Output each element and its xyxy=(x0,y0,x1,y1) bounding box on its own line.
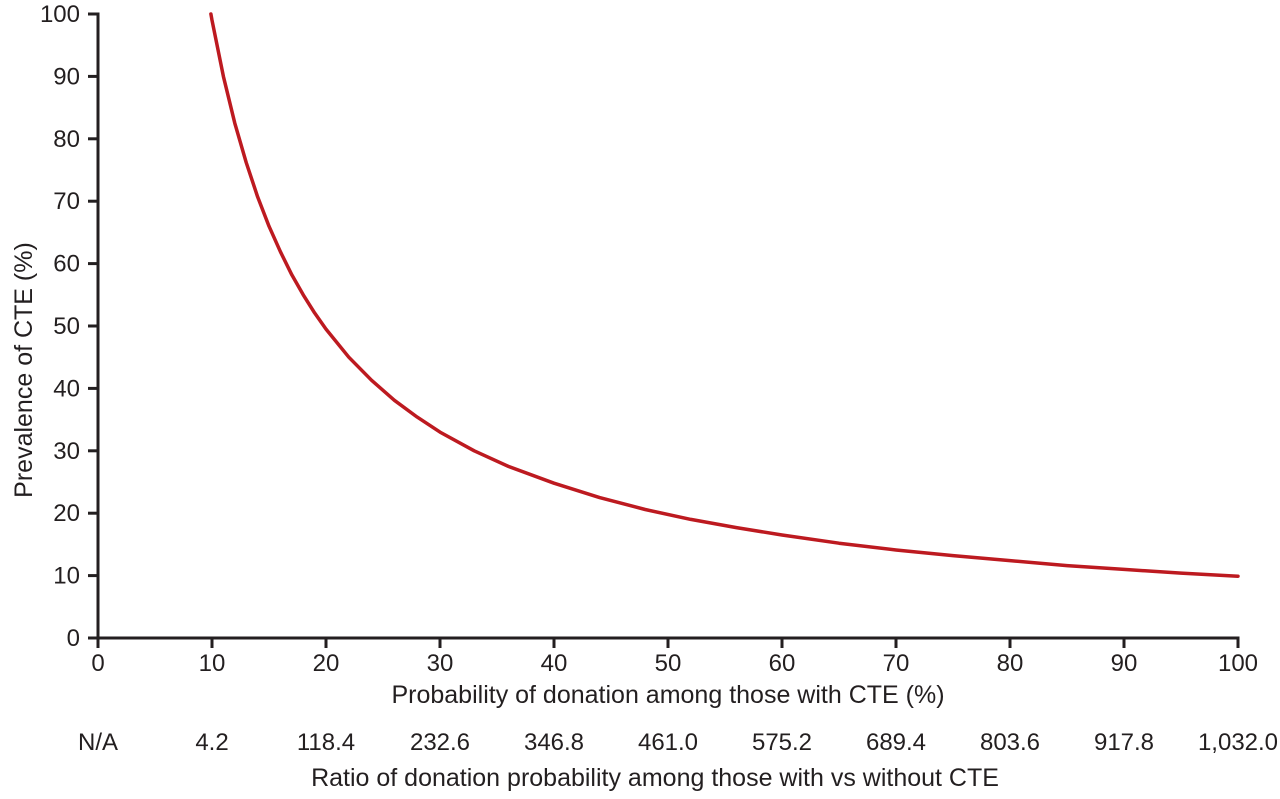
x-tick-label: 0 xyxy=(91,650,104,677)
ratio-tick-value: 461.0 xyxy=(638,729,698,756)
ratio-tick-value: 1,032.0 xyxy=(1198,729,1278,756)
prevalence-curve xyxy=(209,12,1240,578)
y-tick-label: 90 xyxy=(53,63,80,90)
ratio-tick-value: 118.4 xyxy=(297,729,355,756)
x-tick-label: 10 xyxy=(199,650,226,677)
x-tick-label: 50 xyxy=(655,650,682,677)
x-tick-label: 60 xyxy=(769,650,796,677)
x-tick-label: 80 xyxy=(997,650,1024,677)
ratio-tick-value: 4.2 xyxy=(195,729,228,756)
x-tick-label: 70 xyxy=(883,650,910,677)
y-axis-title: Prevalence of CTE (%) xyxy=(10,242,38,498)
x-tick-label: 100 xyxy=(1218,650,1258,677)
secondary-x-axis-title: Ratio of donation probability among thos… xyxy=(311,764,999,792)
x-axis-title: Probability of donation among those with… xyxy=(391,681,945,709)
y-tick-label: 20 xyxy=(53,500,80,527)
ratio-tick-value: 917.8 xyxy=(1094,729,1154,756)
y-tick-label: 80 xyxy=(53,126,80,153)
ratio-tick-value: N/A xyxy=(78,729,118,756)
y-tick-label: 10 xyxy=(53,563,80,590)
y-tick-label: 70 xyxy=(53,188,80,215)
x-tick-label: 20 xyxy=(313,650,340,677)
ratio-tick-value: 803.6 xyxy=(980,729,1040,756)
ratio-tick-value: 232.6 xyxy=(410,729,470,756)
x-tick-label: 30 xyxy=(427,650,454,677)
axis-spines xyxy=(96,12,1240,640)
y-tick-label: 100 xyxy=(40,1,80,28)
x-tick-label: 90 xyxy=(1111,650,1138,677)
ratio-tick-value: 575.2 xyxy=(752,729,812,756)
y-tick-label: 60 xyxy=(53,251,80,278)
ratio-tick-value: 346.8 xyxy=(524,729,584,756)
y-tick-label: 40 xyxy=(53,375,80,402)
y-tick-label: 0 xyxy=(67,625,80,652)
x-tick-label: 40 xyxy=(541,650,568,677)
ratio-tick-value: 689.4 xyxy=(866,729,926,756)
y-tick-label: 30 xyxy=(53,438,80,465)
y-tick-label: 50 xyxy=(53,313,80,340)
